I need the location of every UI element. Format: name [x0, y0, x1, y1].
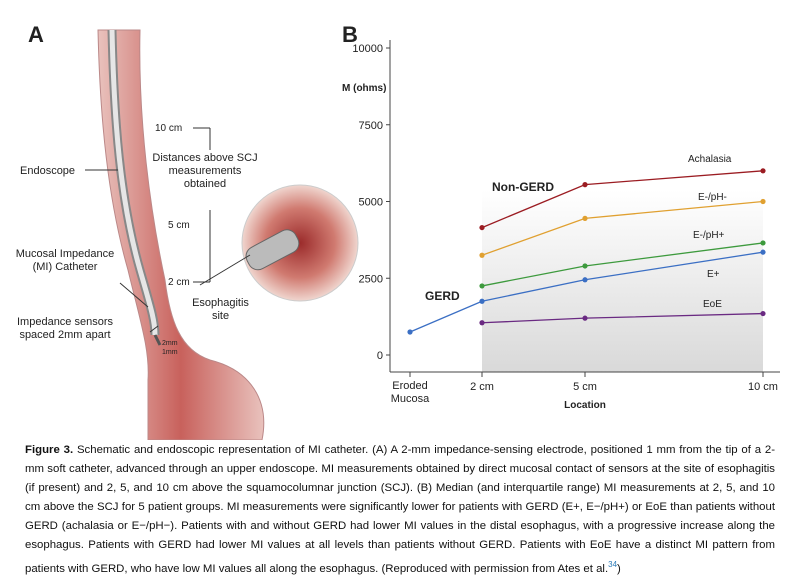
- spacing-label: 1mm: [162, 349, 178, 356]
- data-point: [407, 329, 413, 335]
- data-point: [582, 182, 588, 188]
- data-point: [479, 298, 485, 304]
- distance-mark: 2 cm: [168, 277, 190, 288]
- y-tick-label: 7500: [359, 120, 383, 132]
- caption-ref: 34: [608, 560, 618, 569]
- y-tick-label: 2500: [359, 273, 383, 285]
- data-point: [582, 263, 588, 269]
- data-point: [582, 315, 588, 321]
- x-tick-label: 10 cm: [748, 381, 778, 393]
- catheter-label: Mucosal Impedance (MI) Catheter: [15, 248, 115, 273]
- x-tick-label: Eroded Mucosa: [390, 380, 430, 405]
- x-tick-label: 2 cm: [470, 381, 494, 393]
- x-axis-label: Location: [564, 400, 606, 411]
- data-point: [760, 198, 766, 205]
- caption-text: Schematic and endoscopic representation …: [25, 444, 775, 575]
- panel-label: B: [342, 22, 358, 47]
- y-axis-label: M (ohms): [342, 83, 386, 94]
- caption-label: Figure 3.: [25, 444, 74, 456]
- y-tick-label: 10000: [352, 43, 383, 55]
- series-line: [409, 251, 764, 333]
- esophagus-illustration: [85, 29, 359, 440]
- sensors-label: Impedance sensors spaced 2mm apart: [17, 316, 113, 341]
- series-label: E-/pH-: [698, 192, 727, 203]
- data-point: [760, 249, 766, 255]
- spacing-label: 2mm: [162, 340, 178, 347]
- shaded-region: [482, 190, 763, 372]
- y-tick-label: 5000: [359, 197, 383, 209]
- caption-tail: ): [617, 562, 621, 575]
- annotation: Non-GERD: [492, 180, 554, 194]
- data-point: [760, 240, 766, 246]
- series-label: Achalasia: [688, 154, 732, 165]
- endoscope-label: Endoscope: [20, 165, 75, 177]
- data-point: [582, 277, 588, 283]
- panel-label: A: [28, 22, 44, 47]
- data-point: [479, 283, 485, 289]
- distance-mark: 5 cm: [168, 220, 190, 231]
- annotation: GERD: [425, 289, 460, 303]
- x-tick-label: 5 cm: [573, 381, 597, 393]
- series-label: E+: [707, 269, 720, 280]
- data-point: [760, 310, 766, 317]
- y-tick-label: 0: [377, 350, 383, 362]
- figure: A 10 cm 5 cm 2 cm Endoscope 2mm 1mm B M …: [20, 22, 780, 440]
- data-point: [479, 320, 485, 326]
- caption: Figure 3. Schematic and endoscopic repre…: [25, 441, 775, 579]
- data-point: [479, 252, 485, 258]
- distances-label: Distances above SCJ measurements obtaine…: [152, 152, 258, 190]
- data-point: [479, 224, 485, 231]
- data-point: [760, 168, 766, 174]
- series-label: E-/pH+: [693, 230, 725, 241]
- esophagitis-label: Esophagitis site: [192, 297, 249, 322]
- distance-mark: 10 cm: [155, 123, 182, 134]
- series-label: EoE: [703, 299, 722, 310]
- data-point: [582, 215, 588, 221]
